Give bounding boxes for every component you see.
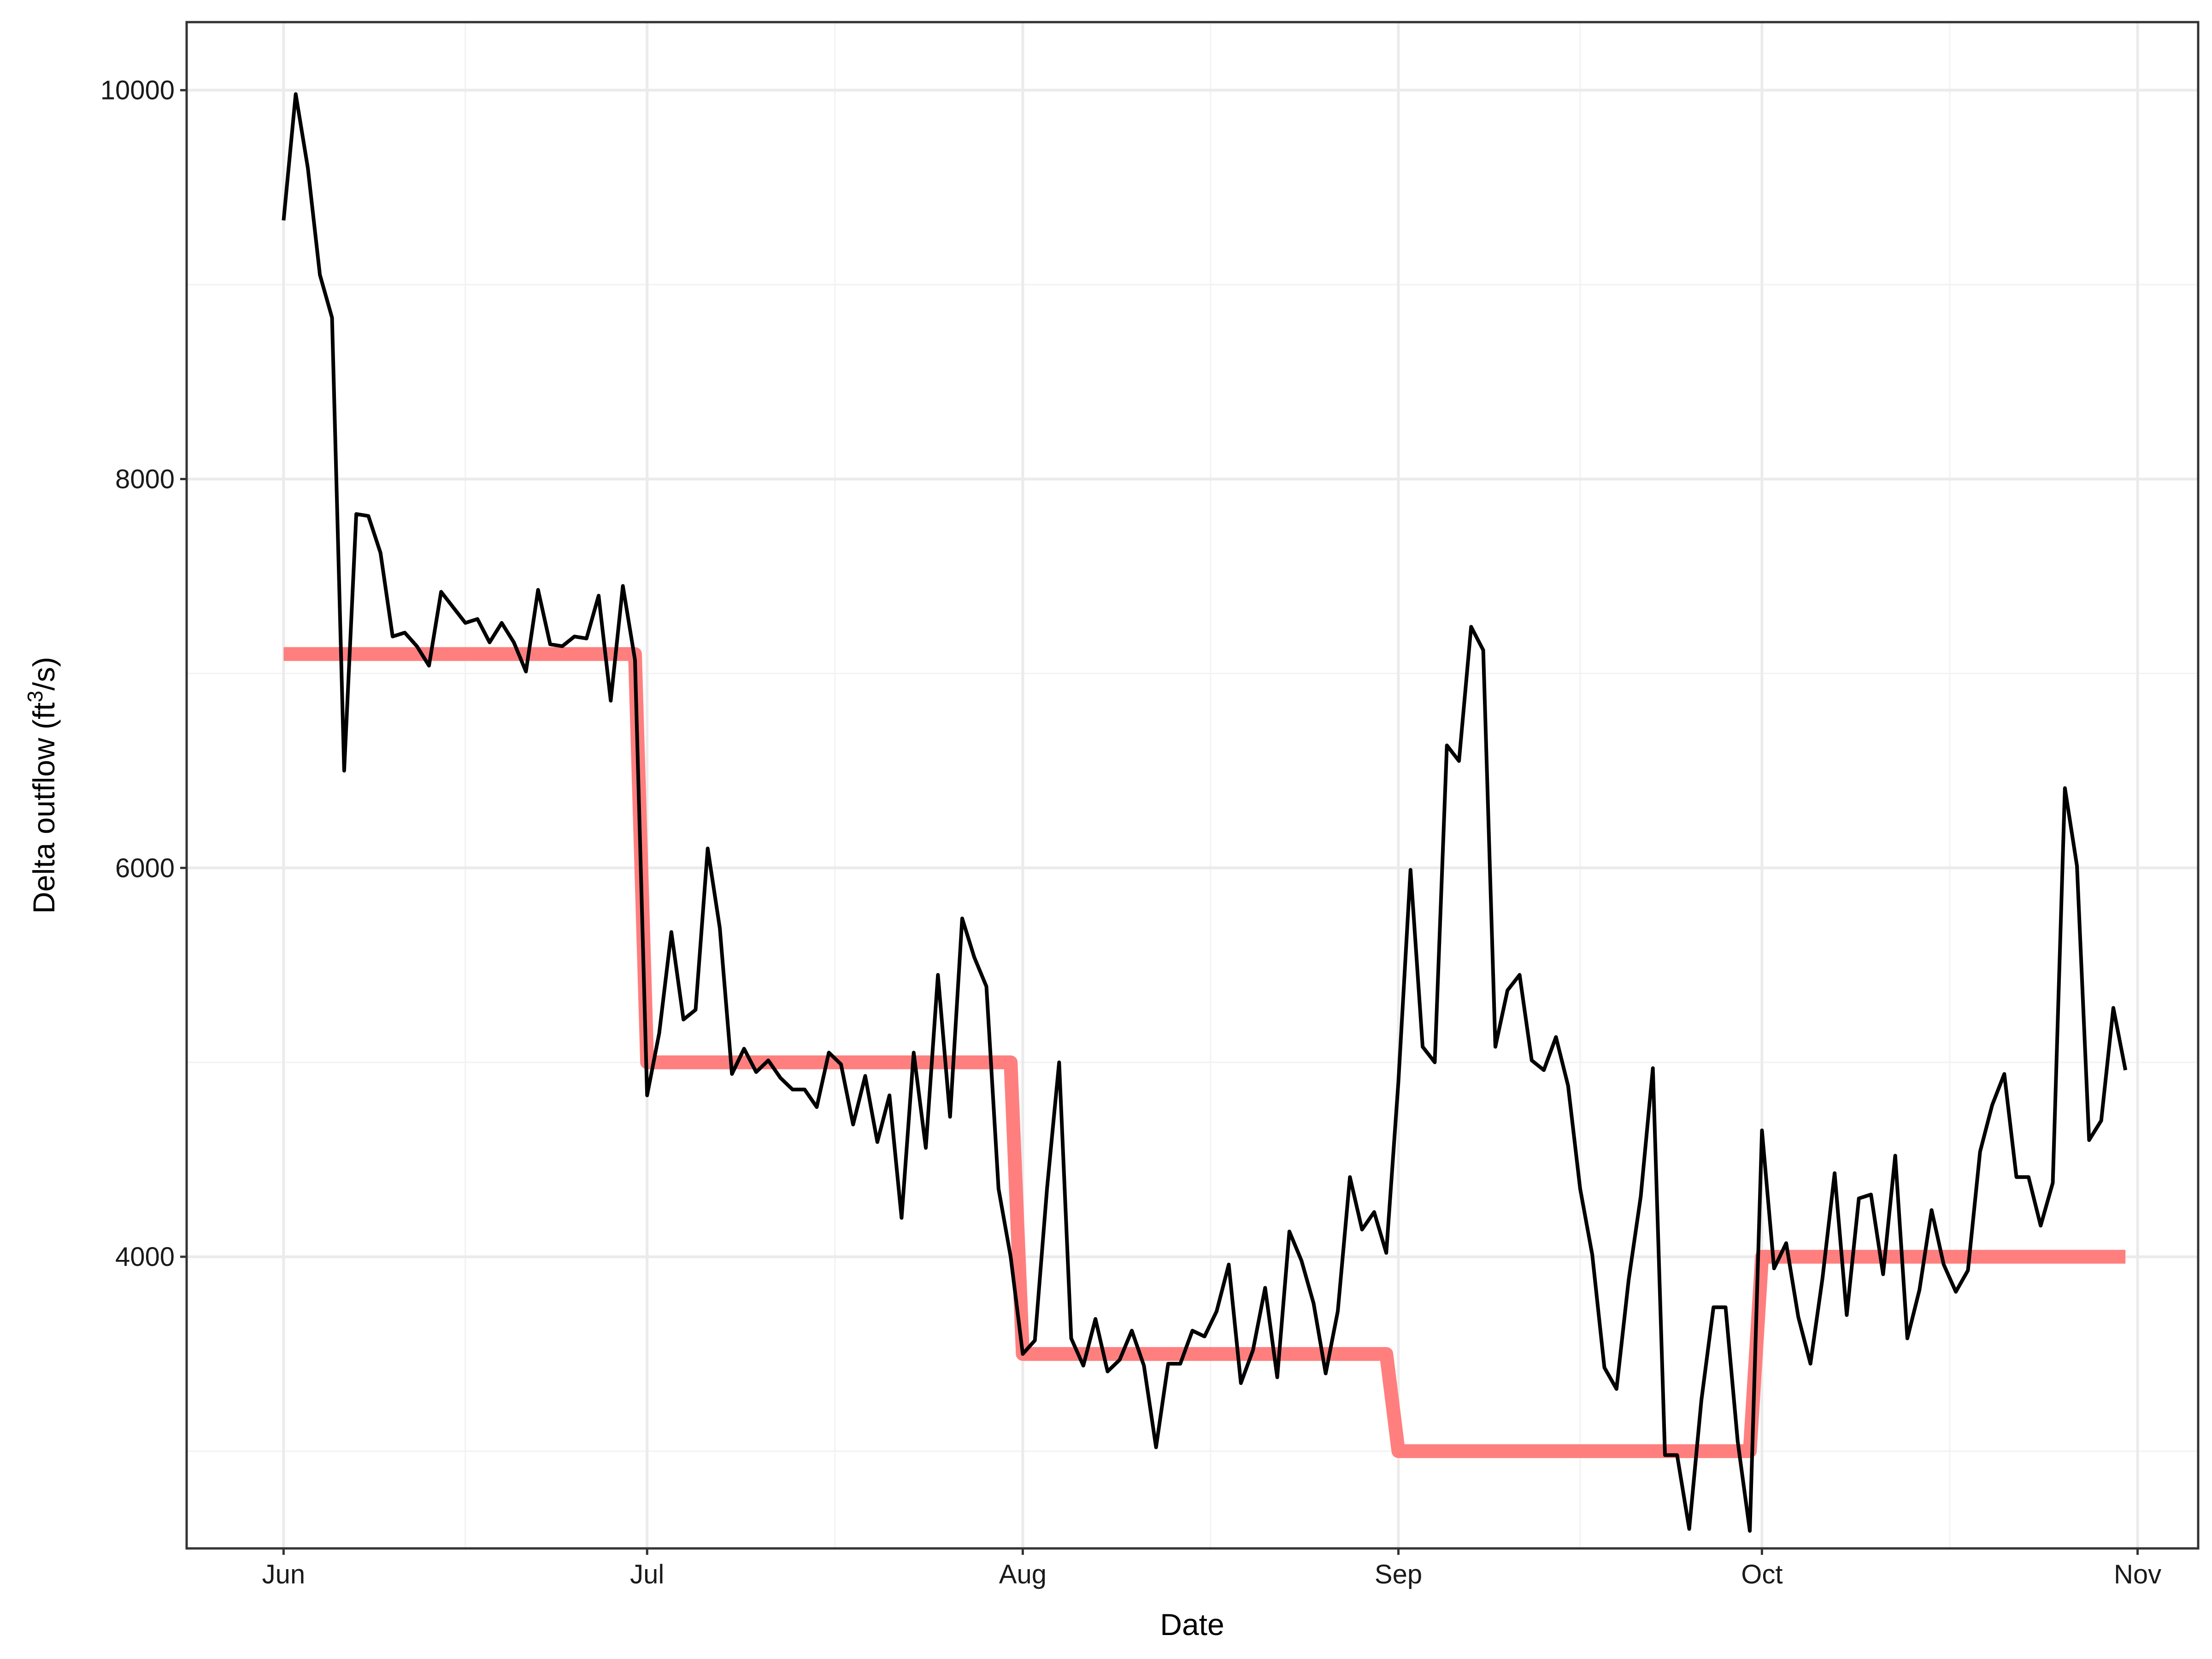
y-tick-label: 10000	[100, 76, 175, 106]
x-tick-label: Sep	[1375, 1559, 1422, 1589]
x-tick-label: Nov	[2114, 1559, 2161, 1589]
y-tick-label: 8000	[115, 464, 175, 494]
series-layer	[282, 92, 2128, 1533]
x-axis: Jun Jul Aug Sep Oct Nov	[262, 1548, 2161, 1589]
plot-panel-border	[185, 21, 2200, 1550]
x-axis-title: Date	[1160, 1607, 1224, 1641]
y-axis-title-unit: /s)	[27, 657, 61, 690]
x-tick-label: Oct	[1741, 1559, 1783, 1589]
y-axis-title: Delta outflow (ft3/s)	[23, 657, 61, 913]
y-axis-title-main: Delta outflow (ft	[27, 702, 61, 914]
x-tick-label: Jun	[262, 1559, 306, 1589]
plot-panel-background	[187, 22, 2198, 1548]
y-axis: 4000 6000 8000 10000	[100, 76, 187, 1272]
x-tick-label: Aug	[999, 1559, 1047, 1589]
y-tick-label: 6000	[115, 853, 175, 883]
y-tick-label: 4000	[115, 1242, 175, 1272]
y-axis-title-superscript: 3	[23, 691, 47, 703]
x-tick-label: Jul	[630, 1559, 664, 1589]
daily-outflow-line	[282, 92, 2128, 1533]
gridlines	[187, 22, 2198, 1548]
